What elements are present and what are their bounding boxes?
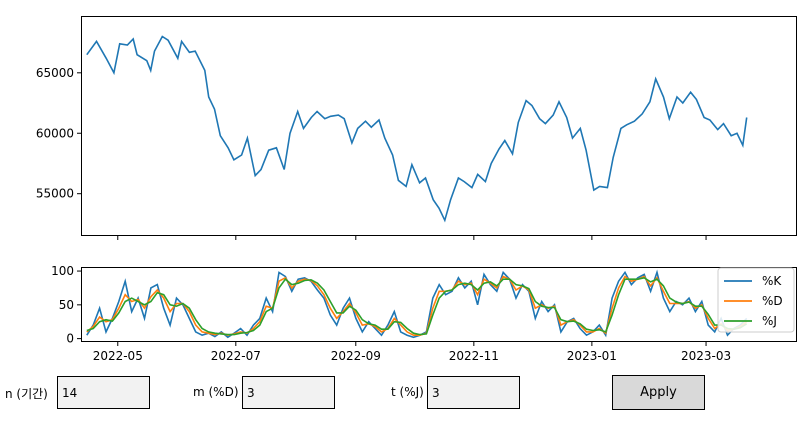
- apply-button[interactable]: Apply: [612, 375, 705, 410]
- legend-box: [717, 267, 795, 333]
- n-input[interactable]: [57, 376, 150, 409]
- t-label: t (%J): [391, 385, 424, 399]
- m-label: m (%D): [193, 385, 239, 399]
- t-input[interactable]: [427, 376, 520, 409]
- legend-label: %D: [762, 294, 783, 308]
- stoch-x-tick-label: 2022-05: [93, 349, 143, 363]
- stoch-x-tick-label: 2022-07: [211, 349, 261, 363]
- stoch-x-tick-label: 2022-11: [449, 349, 499, 363]
- stoch-x-tick-label: 2023-03: [681, 349, 731, 363]
- stoch-frame: [81, 267, 797, 342]
- price-y-tick-label: 65000: [36, 66, 74, 80]
- m-input[interactable]: [242, 376, 335, 409]
- price-y-tick-label: 55000: [36, 187, 74, 201]
- price-line: [86, 35, 748, 223]
- chart-figure: 55000 60000 65000 0 50 100 2022-05 2022-07 2022…: [36, 16, 797, 363]
- stoch-y-tick-label: 100: [51, 264, 74, 278]
- price-frame: [81, 16, 797, 236]
- stoch-y-tick-label: 0: [66, 332, 74, 346]
- price-y-tick-label: 60000: [36, 126, 74, 140]
- stochastic-lines: [86, 269, 748, 339]
- legend-label: %J: [762, 314, 777, 328]
- stochastic-axes: 0 50 100 2022-05 2022-07 2022-09 2022-11 2023-0…: [51, 264, 797, 363]
- stoch-x-tick-label: 2023-01: [567, 349, 617, 363]
- stoch-y-tick-label: 50: [59, 298, 74, 312]
- n-label: n (기간): [5, 387, 48, 401]
- price-axes: 55000 60000 65000: [36, 16, 797, 240]
- stoch-legend: %K %D %J: [717, 267, 795, 333]
- j-line: [86, 276, 748, 336]
- stoch-x-tick-label: 2022-09: [331, 349, 381, 363]
- legend-label: %K: [762, 274, 782, 288]
